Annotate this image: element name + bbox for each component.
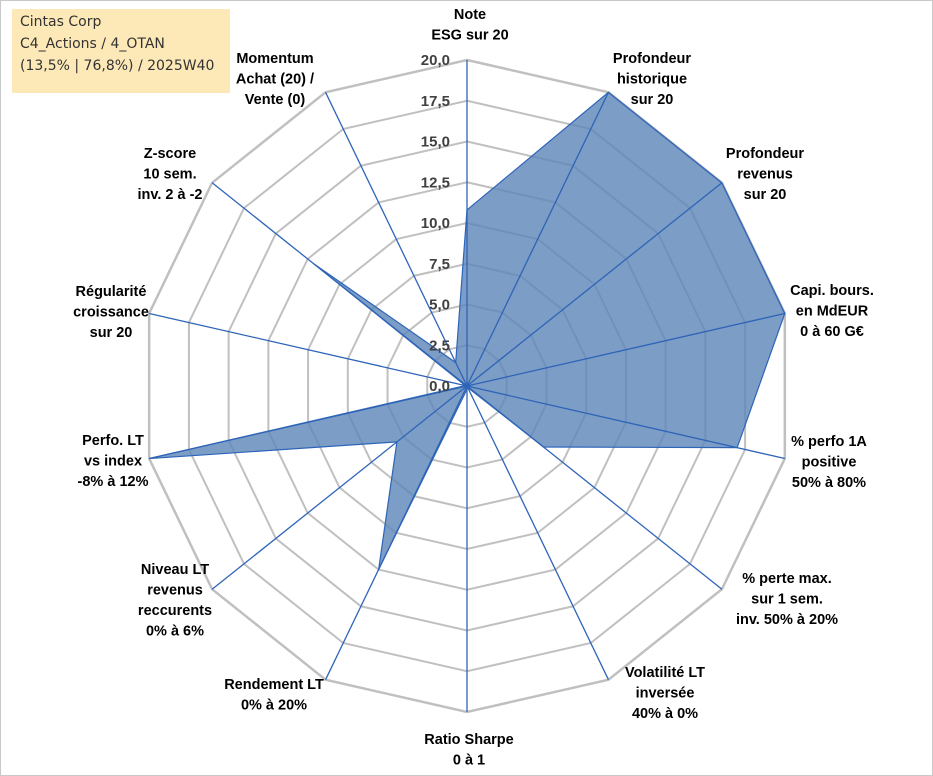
axis-label-line: Vente (0): [245, 92, 306, 108]
axis-spoke: [466, 385, 610, 680]
axis-label-line: historique: [617, 72, 687, 88]
axis-label-line: % perte max.: [742, 571, 831, 587]
label-layer: Note ESG sur 20 Profondeur historique sur 20…: [73, 7, 874, 769]
axis-label: Volatilité LT inversée 40% à 0%: [625, 665, 705, 722]
spoke-layer: [149, 60, 785, 712]
axis-label: Niveau LT revenus reccurents 0% à 6%: [138, 562, 212, 640]
tick-label: 15,0: [421, 134, 450, 151]
axis-label: Régularité croissance sur 20: [73, 284, 149, 341]
tick-label: 5,0: [429, 297, 450, 314]
axis-label-line: sur 1 sem.: [751, 592, 823, 608]
axis-spoke: [466, 182, 723, 387]
axis-spoke: [466, 385, 723, 590]
axis-label-line: 0 à 60 G€: [800, 324, 864, 340]
axis-label-line: 10 sem.: [143, 167, 196, 183]
axis-label: % perte max. sur 1 sem. inv. 50% à 20%: [736, 571, 838, 628]
tick-label: 2,5: [429, 337, 450, 354]
tick-label: 12,5: [421, 174, 450, 191]
axis-label-line: revenus: [737, 167, 793, 183]
axis-spoke: [211, 385, 468, 590]
axis-label: Profondeur historique sur 20: [613, 51, 691, 108]
tick-label: 10,0: [421, 215, 450, 232]
axis-label: Note ESG sur 20: [431, 7, 508, 44]
axis-label: Ratio Sharpe 0 à 1: [424, 732, 513, 769]
axis-label-line: 50% à 80%: [792, 475, 866, 491]
axis-label-line: 0 à 1: [453, 753, 485, 769]
axis-label-line: inv. 50% à 20%: [736, 612, 838, 628]
axis-label-line: 0% à 6%: [146, 624, 204, 640]
axis-label-line: Z-score: [144, 146, 196, 162]
score-period-label: (13,5% | 76,8%) / 2025W40: [20, 58, 215, 74]
axis-label-line: positive: [802, 455, 857, 471]
tick-label: 7,5: [429, 256, 450, 273]
axis-label-line: revenus: [147, 583, 203, 599]
axis-spoke: [324, 92, 468, 387]
axis-label-line: sur 20: [631, 92, 674, 108]
axis-label-line: croissance: [73, 305, 149, 321]
axis-label: Z-score 10 sem. inv. 2 à -2: [137, 146, 202, 203]
axis-label-line: -8% à 12%: [78, 474, 149, 490]
axis-spoke: [149, 312, 468, 387]
tick-label: 0,0: [429, 378, 450, 395]
axis-spoke: [466, 92, 610, 387]
axis-label-line: % perfo 1A: [791, 434, 867, 450]
axis-label-line: Capi. bours.: [790, 283, 874, 299]
axis-label-line: Régularité: [76, 284, 147, 300]
axis-spoke: [466, 385, 785, 460]
axis-label-line: Volatilité LT: [625, 665, 705, 681]
axis-label-line: Perfo. LT: [82, 433, 144, 449]
axis-label-line: reccurents: [138, 603, 212, 619]
axis-label: Capi. bours. en MdEUR 0 à 60 G€: [790, 283, 874, 340]
axis-label: Profondeur revenus sur 20: [726, 146, 804, 203]
axis-spoke: [324, 385, 468, 680]
axis-label-line: 0% à 20%: [241, 698, 307, 714]
info-box: Cintas Corp C4_Actions / 4_OTAN (13,5% |…: [12, 9, 230, 93]
axis-label-line: sur 20: [90, 325, 133, 341]
category-label: C4_Actions / 4_OTAN: [20, 36, 165, 52]
axis-label: Momentum Achat (20) / Vente (0): [236, 51, 314, 108]
axis-label-line: en MdEUR: [796, 304, 869, 320]
axis-spoke: [149, 385, 468, 460]
tick-label: 17,5: [421, 93, 450, 110]
axis-label-line: Rendement LT: [224, 677, 324, 693]
axis-label-line: sur 20: [744, 187, 787, 203]
tick-label: 20,0: [421, 52, 450, 69]
axis-label: Perfo. LT vs index -8% à 12%: [78, 433, 149, 490]
axis-label-line: Note: [454, 7, 486, 23]
axis-label: Rendement LT 0% à 20%: [224, 677, 324, 714]
axis-label-line: ESG sur 20: [431, 28, 508, 44]
axis-label-line: Momentum: [236, 51, 313, 67]
axis-label-line: Achat (20) /: [236, 72, 314, 88]
axis-label-line: vs index: [84, 454, 142, 470]
axis-label-line: 40% à 0%: [632, 706, 698, 722]
axis-label-line: Ratio Sharpe: [424, 732, 513, 748]
axis-spoke: [211, 182, 468, 387]
axis-label: % perfo 1A positive 50% à 80%: [791, 434, 867, 491]
axis-label-line: inv. 2 à -2: [137, 187, 202, 203]
company-name: Cintas Corp: [20, 14, 102, 30]
axis-label-line: Profondeur: [726, 146, 804, 162]
tick-layer: 0,0 2,5 5,0 7,5 10,0 12,5 15,0 17,5 20,0: [421, 52, 450, 395]
axis-spoke: [466, 312, 785, 387]
axis-label-line: inversée: [636, 686, 695, 702]
axis-label-line: Profondeur: [613, 51, 691, 67]
axis-label-line: Niveau LT: [141, 562, 209, 578]
